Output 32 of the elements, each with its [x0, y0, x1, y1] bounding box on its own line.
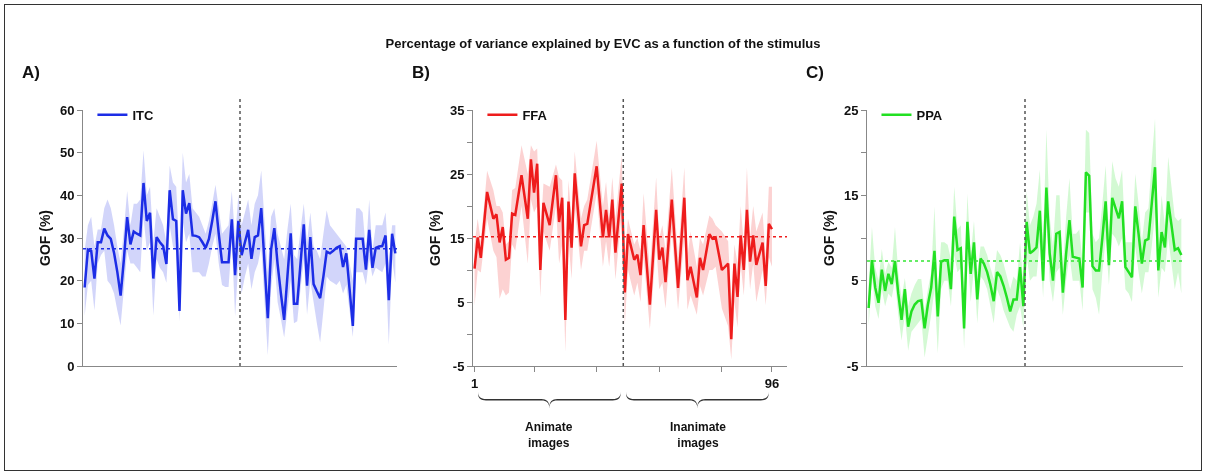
text: B) — [412, 63, 430, 82]
legend-label: FFA — [522, 107, 548, 123]
x-tick-label: 96 — [764, 375, 780, 391]
legend-label: PPA — [916, 107, 943, 123]
y-tick-label: 35 — [449, 102, 465, 118]
y-axis-title: GOF (%) — [36, 210, 53, 266]
y-tick-label: 25 — [449, 166, 465, 182]
y-axis-title: GOF (%) — [820, 210, 837, 266]
y-axis-title: GOF (%) — [426, 210, 443, 266]
line-series — [867, 165, 1183, 330]
y-tick-label: 0 — [67, 358, 75, 374]
chart-title: Percentage of variance explained by EVC as a function of the stimulus — [384, 36, 822, 51]
text: A) — [22, 63, 40, 82]
x-tick-label: 1 — [470, 375, 479, 391]
y-tick-label: -5 — [452, 358, 465, 374]
y-tick-label: 50 — [59, 145, 75, 161]
y-tick-label: 25 — [843, 102, 859, 118]
legend-label: ITC — [132, 107, 154, 123]
y-tick-label: 10 — [59, 315, 75, 331]
text: Inanimate images — [670, 420, 727, 450]
text: C) — [806, 63, 824, 82]
y-tick-label: 15 — [449, 230, 465, 246]
y-tick-label: -5 — [846, 358, 859, 374]
y-tick-label: 20 — [59, 273, 75, 289]
y-tick-label: 5 — [457, 294, 465, 310]
y-tick-label: 40 — [59, 187, 75, 203]
y-tick-label: 15 — [843, 187, 859, 203]
y-tick-label: 60 — [59, 102, 75, 118]
line-series — [83, 181, 397, 328]
y-tick-label: 30 — [59, 230, 75, 246]
text: Animate images — [525, 420, 573, 450]
y-tick-label: 5 — [851, 273, 859, 289]
